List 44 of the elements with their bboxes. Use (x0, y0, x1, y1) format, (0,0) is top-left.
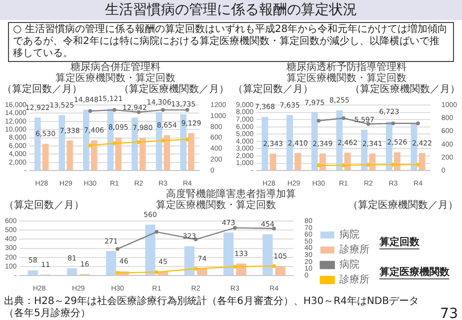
bar (319, 153, 326, 170)
y-axis-title: （算定回数／月） (4, 200, 84, 211)
bar (188, 133, 194, 170)
bar (106, 250, 116, 276)
bar (275, 266, 286, 276)
bar (115, 137, 122, 170)
text: 73 (440, 306, 458, 320)
y-axis-title: （算定回数／月） (2, 84, 82, 95)
legend-label: 病院 (339, 228, 360, 241)
bar (139, 138, 146, 170)
chart-subtitle: 算定医療機関数・算定回数 (156, 200, 276, 211)
bar (394, 152, 400, 170)
text: ○ 生活習慣病の管理に係る報酬の算定回数はいずれも平成28年から令和元年にかけては増加傾向であるが、令和2年には特に病院における算定医療機関数・算定回数が減少し、以降横ばいで推移している。 (8, 22, 454, 62)
text: 算定医療機関数 (378, 266, 450, 278)
bar (42, 144, 49, 170)
bar (270, 154, 276, 170)
bar (262, 234, 273, 276)
bar (184, 246, 194, 276)
bar (145, 224, 156, 276)
chart-subtitle: 算定医療機関数・算定回数 (54, 73, 176, 84)
bar (223, 232, 234, 276)
source-note: 出典：H28～29年は社会医療診療行為別統計（各年6月審査分）、H30～R4年はNDBデータ（各年5月診療分） (4, 296, 420, 320)
bar (197, 268, 208, 276)
text: 生活習慣病の管理に係る報酬の算定状況 (0, 0, 462, 20)
bar (418, 152, 426, 170)
bar (66, 268, 78, 276)
y2-axis-title: （算定医療機関数／月） (119, 84, 229, 95)
bar (90, 140, 98, 170)
bar (164, 135, 170, 170)
legend-label: 診療所 (339, 244, 370, 256)
chart-title: 高度腎機能障害患者指導加算 (165, 189, 297, 200)
chart-title: 糖尿病合併症管理料 (70, 62, 162, 73)
legend-label: 病院 (339, 258, 360, 271)
y2-axis-title: （算定医療機関数／月） (350, 84, 460, 95)
chart-subtitle: 算定医療機関数・算定回数 (286, 73, 406, 84)
y2-axis-title: （算定医療機関数／月） (348, 200, 458, 211)
y-axis-title: （算定回数／月） (233, 84, 313, 95)
text: 算定回数 (378, 236, 420, 248)
bar (294, 153, 302, 170)
bar (236, 263, 246, 276)
legend-label: 診療所 (339, 274, 370, 286)
chart-title: 糖尿病透析予防指導管理料 (286, 62, 408, 73)
bar (66, 140, 73, 170)
bar (28, 270, 38, 276)
